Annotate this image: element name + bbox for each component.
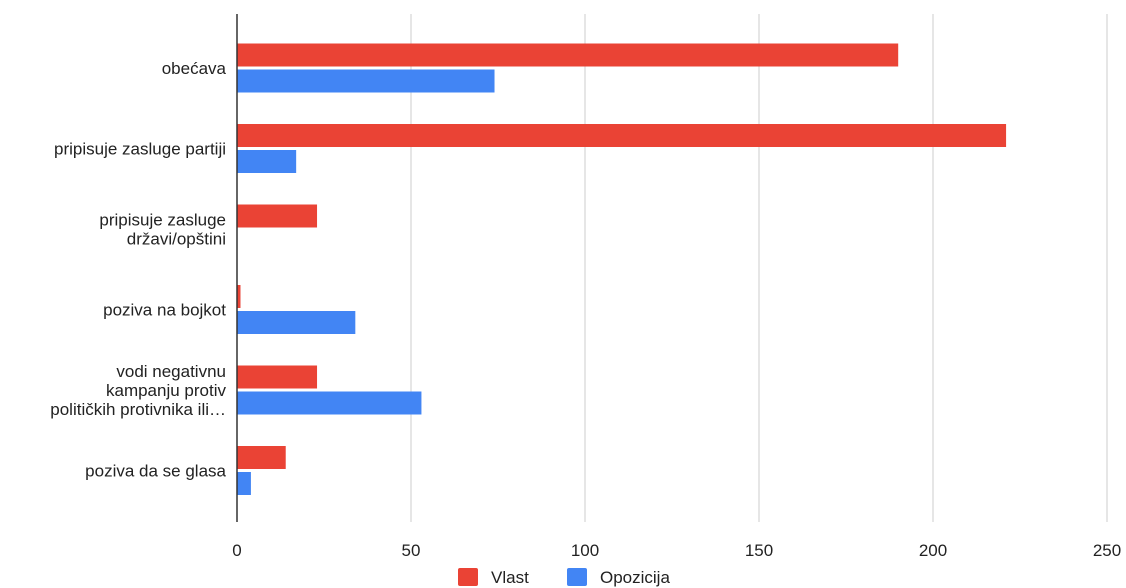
bar-opozicija-1 xyxy=(237,150,297,173)
category-label: pripisuje zasluge partiji xyxy=(54,140,226,159)
legend-label-vlast: Vlast xyxy=(491,568,529,587)
bar-vlast-5 xyxy=(237,446,286,469)
gridlines xyxy=(410,14,1108,522)
bar-vlast-3 xyxy=(237,285,241,308)
bar-vlast-0 xyxy=(237,43,899,67)
category-label: političkih protivnika ili… xyxy=(50,400,226,419)
bar-vlast-2 xyxy=(237,204,318,228)
bar-opozicija-5 xyxy=(237,472,251,495)
category-label: poziva da se glasa xyxy=(85,462,226,481)
legend-swatch-vlast xyxy=(458,568,478,586)
category-label: državi/opštini xyxy=(127,230,226,249)
bar-opozicija-0 xyxy=(237,69,495,93)
x-tick-label: 100 xyxy=(571,541,599,560)
legend-label-opozicija: Opozicija xyxy=(600,568,670,587)
x-tick-label: 250 xyxy=(1093,541,1121,560)
x-tick-label: 0 xyxy=(232,541,241,560)
x-axis-ticks: 0 50 100 150 200 250 xyxy=(232,541,1121,560)
category-label: pripisuje zasluge xyxy=(99,211,226,230)
x-tick-label: 50 xyxy=(402,541,421,560)
bars xyxy=(237,43,1007,495)
x-tick-label: 200 xyxy=(919,541,947,560)
category-label: obećava xyxy=(162,59,227,78)
bar-vlast-4 xyxy=(237,365,318,389)
bar-vlast-1 xyxy=(237,124,1007,147)
x-tick-label: 150 xyxy=(745,541,773,560)
legend: Vlast Opozicija xyxy=(458,568,670,587)
category-label: vodi negativnu xyxy=(116,362,226,381)
category-label: poziva na bojkot xyxy=(103,301,226,320)
bar-opozicija-3 xyxy=(237,311,356,334)
category-label: kampanju protiv xyxy=(106,381,227,400)
bar-opozicija-4 xyxy=(237,391,422,415)
legend-swatch-opozicija xyxy=(567,568,587,586)
category-labels: obećava pripisuje zasluge partiji pripisuj… xyxy=(50,59,226,481)
